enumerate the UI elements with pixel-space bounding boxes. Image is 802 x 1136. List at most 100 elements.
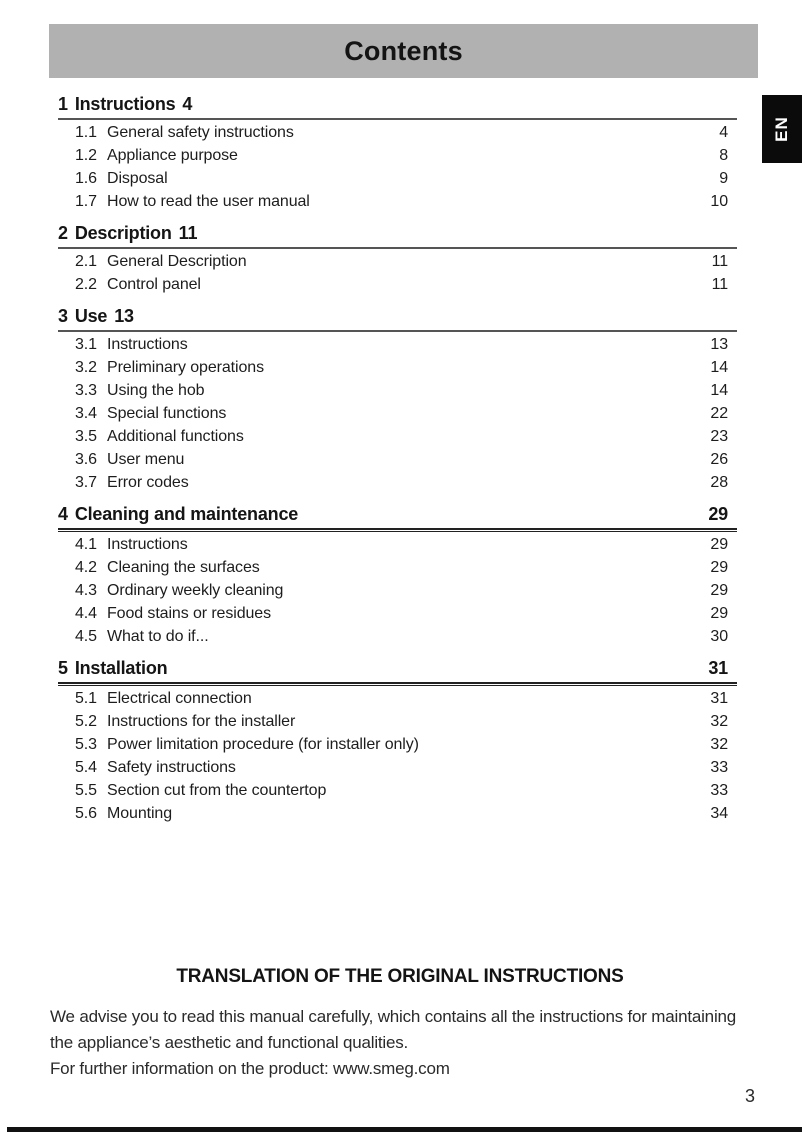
entry-number: 4.4 xyxy=(75,605,97,622)
entry-number: 5.3 xyxy=(75,736,97,753)
entry-number: 4.1 xyxy=(75,536,97,553)
entry-title: Instructions xyxy=(107,536,188,553)
entry-page: 8 xyxy=(719,147,728,164)
toc-entry[interactable]: 4.5 What to do if... 30 xyxy=(58,625,737,648)
entry-title: Safety instructions xyxy=(107,759,236,776)
toc-section-1: 1 Instructions 4 1.1 General safety inst… xyxy=(58,92,737,213)
entry-title: Additional functions xyxy=(107,428,244,445)
entry-number: 3.2 xyxy=(75,359,97,376)
section-number: 1 xyxy=(58,94,68,114)
page-title: Contents xyxy=(344,35,463,66)
entry-title: Section cut from the countertop xyxy=(107,782,327,799)
entry-title: Mounting xyxy=(107,805,173,822)
toc-entry[interactable]: 4.2 Cleaning the surfaces 29 xyxy=(58,556,737,579)
toc-entry[interactable]: 5.2 Instructions for the installer 32 xyxy=(58,710,737,733)
entry-title: Error codes xyxy=(107,474,189,491)
entry-number: 5.6 xyxy=(75,805,97,822)
toc-section-heading[interactable]: 5 Installation 31 xyxy=(58,656,737,680)
toc-section-2: 2 Description 11 2.1 General Description… xyxy=(58,221,737,296)
entry-title: Ordinary weekly cleaning xyxy=(107,582,284,599)
section-divider xyxy=(58,682,737,686)
section-entries: 3.1 Instructions 13 3.2 Preliminary oper… xyxy=(58,333,737,494)
toc-entry[interactable]: 4.4 Food stains or residues 29 xyxy=(58,602,737,625)
entry-number: 4.5 xyxy=(75,628,97,645)
toc-section-4: 4 Cleaning and maintenance 29 4.1 Instru… xyxy=(58,502,737,648)
entry-page: 28 xyxy=(710,474,728,491)
toc-entry[interactable]: 1.7 How to read the user manual 10 xyxy=(58,190,737,213)
toc-entry[interactable]: 2.1 General Description 11 xyxy=(58,250,737,273)
toc-entry[interactable]: 1.2 Appliance purpose 8 xyxy=(58,144,737,167)
entry-page: 22 xyxy=(710,405,728,422)
toc-entry[interactable]: 5.4 Safety instructions 33 xyxy=(58,756,737,779)
section-entries: 5.1 Electrical connection 31 5.2 Instruc… xyxy=(58,687,737,825)
section-divider xyxy=(58,330,737,332)
table-of-contents: 1 Instructions 4 1.1 General safety inst… xyxy=(58,92,737,825)
section-divider xyxy=(58,118,737,120)
toc-section-3: 3 Use 13 3.1 Instructions 13 3.2 Prelimi… xyxy=(58,304,737,494)
section-number: 4 xyxy=(58,504,68,524)
toc-entry[interactable]: 3.7 Error codes 28 xyxy=(58,471,737,494)
section-title: Description xyxy=(74,223,172,243)
entry-page: 9 xyxy=(719,170,728,187)
section-title: Cleaning and maintenance xyxy=(74,504,299,524)
toc-section-heading[interactable]: 3 Use 13 xyxy=(58,304,737,328)
entry-number: 5.2 xyxy=(75,713,97,730)
toc-entry[interactable]: 5.6 Mounting 34 xyxy=(58,802,737,825)
entry-page: 23 xyxy=(710,428,728,445)
entry-title: Food stains or residues xyxy=(107,605,272,622)
entry-number: 1.6 xyxy=(75,170,97,187)
entry-title: Instructions xyxy=(107,336,188,353)
toc-entry[interactable]: 5.5 Section cut from the countertop 33 xyxy=(58,779,737,802)
section-divider xyxy=(58,247,737,249)
toc-entry[interactable]: 4.3 Ordinary weekly cleaning 29 xyxy=(58,579,737,602)
toc-entry[interactable]: 3.6 User menu 26 xyxy=(58,448,737,471)
toc-entry[interactable]: 5.3 Power limitation procedure (for inst… xyxy=(58,733,737,756)
toc-section-heading[interactable]: 2 Description 11 xyxy=(58,221,737,245)
section-number: 3 xyxy=(58,306,68,326)
toc-section-5: 5 Installation 31 5.1 Electrical connect… xyxy=(58,656,737,825)
entry-title: General Description xyxy=(107,253,247,270)
section-entries: 2.1 General Description 11 2.2 Control p… xyxy=(58,250,737,296)
toc-entry[interactable]: 1.1 General safety instructions 4 xyxy=(58,121,737,144)
entry-title: Instructions for the installer xyxy=(107,713,296,730)
section-page: 29 xyxy=(708,504,728,524)
toc-section-heading[interactable]: 4 Cleaning and maintenance 29 xyxy=(58,502,737,526)
entry-page: 29 xyxy=(710,536,728,553)
section-title: Instructions xyxy=(74,94,176,114)
product-info-line[interactable]: For further information on the product: … xyxy=(50,1059,450,1078)
toc-entry[interactable]: 4.1 Instructions 29 xyxy=(58,533,737,556)
language-tab-label: EN xyxy=(772,116,791,142)
toc-entry[interactable]: 3.1 Instructions 13 xyxy=(58,333,737,356)
section-page: 4 xyxy=(182,94,193,114)
toc-entry[interactable]: 2.2 Control panel 11 xyxy=(58,273,737,296)
entry-title: How to read the user manual xyxy=(107,193,310,210)
entry-title: General safety instructions xyxy=(107,124,294,141)
entry-page: 30 xyxy=(710,628,728,645)
entry-title: Power limitation procedure (for installe… xyxy=(107,736,419,753)
section-number: 2 xyxy=(58,223,68,243)
section-page: 13 xyxy=(114,306,134,326)
toc-entry[interactable]: 1.6 Disposal 9 xyxy=(58,167,737,190)
language-tab-en: EN xyxy=(762,95,802,163)
toc-entry[interactable]: 3.3 Using the hob 14 xyxy=(58,379,737,402)
toc-entry[interactable]: 3.5 Additional functions 23 xyxy=(58,425,737,448)
toc-entry[interactable]: 5.1 Electrical connection 31 xyxy=(58,687,737,710)
entry-page: 26 xyxy=(710,451,728,468)
entry-number: 1.2 xyxy=(75,147,97,164)
toc-entry[interactable]: 3.4 Special functions 22 xyxy=(58,402,737,425)
entry-page: 29 xyxy=(710,559,728,576)
entry-title: What to do if... xyxy=(107,628,209,645)
entry-number: 3.7 xyxy=(75,474,97,491)
entry-page: 14 xyxy=(710,382,728,399)
toc-entry[interactable]: 3.2 Preliminary operations 14 xyxy=(58,356,737,379)
toc-section-heading[interactable]: 1 Instructions 4 xyxy=(58,92,737,116)
footer-rule xyxy=(7,1127,802,1132)
entry-page: 34 xyxy=(710,805,728,822)
entry-number: 3.1 xyxy=(75,336,97,353)
entry-number: 3.3 xyxy=(75,382,97,399)
entry-number: 4.3 xyxy=(75,582,97,599)
entry-number: 1.7 xyxy=(75,193,97,210)
entry-number: 5.4 xyxy=(75,759,97,776)
entry-page: 29 xyxy=(710,582,728,599)
entry-title: Electrical connection xyxy=(107,690,252,707)
